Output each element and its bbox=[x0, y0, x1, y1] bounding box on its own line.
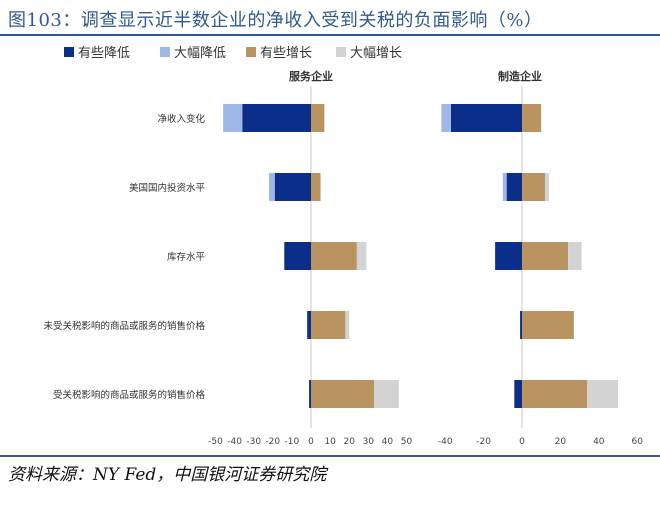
category-label: 库存水平 bbox=[167, 251, 206, 263]
bar-segment bbox=[545, 173, 549, 201]
category-label: 美国国内投资水平 bbox=[129, 182, 206, 194]
title-rule bbox=[0, 34, 660, 36]
tick-label: 0 bbox=[519, 437, 525, 447]
panel-title: 制造企业 bbox=[498, 69, 542, 83]
bar-segment bbox=[311, 104, 325, 132]
bar-segment bbox=[345, 311, 350, 339]
category-label: 受关税影响的商品或服务的销售价格 bbox=[53, 389, 206, 401]
bar-segment bbox=[502, 173, 507, 201]
category-labels: 净收入变化美国国内投资水平库存水平未受关税影响的商品或服务的销售价格受关税影响的… bbox=[43, 113, 205, 401]
source-rule bbox=[0, 455, 660, 457]
panel-services: 服务企业 -50 -40 -30 -20 -10 0 10 20 30 40 50 bbox=[208, 69, 412, 447]
diverging-bar-chart: 有些降低 大幅降低 有些增长 大幅增长 净收入变化美国国内投资水平库存水平未受关税影响… bbox=[43, 46, 643, 447]
panel-manufacturing: 制造企业 -40 -20 0 20 40 60 bbox=[438, 69, 643, 447]
bar-segment bbox=[522, 173, 546, 201]
tick-label: 0 bbox=[308, 437, 314, 447]
legend-label: 大幅降低 bbox=[174, 46, 226, 61]
legend-swatch bbox=[336, 47, 346, 57]
tick-label: -20 bbox=[265, 437, 280, 447]
tick-label: 10 bbox=[324, 437, 336, 447]
bar-segment bbox=[522, 242, 569, 270]
bar-segment bbox=[522, 380, 588, 408]
bar-segment bbox=[568, 242, 582, 270]
chart-legend: 有些降低 大幅降低 有些增长 大幅增长 bbox=[64, 46, 402, 61]
tick-label: -10 bbox=[285, 437, 300, 447]
tick-label: -40 bbox=[227, 437, 242, 447]
bar-segment bbox=[223, 104, 243, 132]
bar-segment bbox=[450, 104, 522, 132]
category-label: 净收入变化 bbox=[157, 113, 205, 125]
tick-label: 40 bbox=[382, 437, 394, 447]
tick-label: 30 bbox=[363, 437, 375, 447]
panel-title: 服务企业 bbox=[289, 69, 333, 83]
legend-label: 大幅增长 bbox=[350, 46, 402, 61]
legend-swatch bbox=[64, 47, 74, 57]
bar-segment bbox=[242, 104, 311, 132]
legend-label: 有些降低 bbox=[78, 46, 130, 61]
bar-segment bbox=[520, 311, 522, 339]
tick-label: -40 bbox=[438, 437, 453, 447]
tick-label: -20 bbox=[476, 437, 491, 447]
bar-segment bbox=[311, 173, 321, 201]
bar-segment bbox=[311, 311, 346, 339]
tick-label: 20 bbox=[343, 437, 355, 447]
bar-segment bbox=[506, 173, 522, 201]
tick-label: 50 bbox=[401, 437, 413, 447]
legend-swatch bbox=[246, 47, 256, 57]
figure-title: 图103：调查显示近半数企业的净收入受到关税的负面影响（%） bbox=[8, 10, 543, 31]
bar-segment bbox=[274, 173, 311, 201]
bar-segment bbox=[268, 173, 275, 201]
bar-segment bbox=[587, 380, 618, 408]
tick-label: 20 bbox=[555, 437, 567, 447]
tick-label: -50 bbox=[208, 437, 223, 447]
bar-segment bbox=[441, 104, 451, 132]
bar-segment bbox=[522, 311, 574, 339]
bar-segment bbox=[284, 242, 311, 270]
bar-segment bbox=[522, 104, 542, 132]
bar-segment bbox=[311, 242, 357, 270]
source-note: 资料来源：NY Fed，中国银河证券研究院 bbox=[8, 465, 327, 485]
bar-segment bbox=[514, 380, 522, 408]
bar-segment bbox=[356, 242, 367, 270]
bar-segment bbox=[495, 242, 522, 270]
tick-label: 40 bbox=[593, 437, 605, 447]
category-label: 未受关税影响的商品或服务的销售价格 bbox=[43, 320, 205, 332]
bar-segment bbox=[374, 380, 399, 408]
bar-segment bbox=[311, 380, 375, 408]
bar-segment bbox=[307, 311, 311, 339]
tick-label: 60 bbox=[631, 437, 643, 447]
legend-label: 有些增长 bbox=[260, 46, 312, 61]
bar-segment bbox=[309, 380, 311, 408]
legend-swatch bbox=[160, 47, 170, 57]
tick-label: -30 bbox=[246, 437, 261, 447]
